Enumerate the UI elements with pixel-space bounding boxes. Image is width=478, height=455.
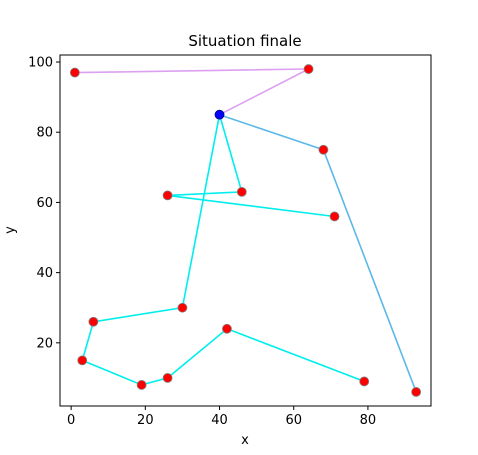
x-tick-label: 20 bbox=[137, 413, 154, 428]
x-axis: 0 20 40 60 80 bbox=[67, 406, 376, 428]
data-point-9 bbox=[88, 316, 99, 327]
x-tick-label: 0 bbox=[67, 413, 75, 428]
route-line-4 bbox=[81, 114, 365, 386]
data-point-14 bbox=[359, 376, 370, 387]
data-point-12 bbox=[162, 373, 173, 383]
x-tick-label: 60 bbox=[285, 413, 302, 428]
route-line-3 bbox=[167, 114, 335, 218]
y-axis: 20 40 60 80 100 bbox=[28, 56, 60, 351]
depot-point bbox=[214, 109, 225, 120]
data-point-13 bbox=[222, 323, 232, 334]
plot-frame bbox=[59, 54, 432, 407]
chart-title: Situation finale bbox=[188, 32, 301, 50]
data-point-4 bbox=[411, 387, 422, 397]
x-tick-label: 40 bbox=[211, 413, 228, 428]
y-tick-label: 40 bbox=[36, 266, 53, 281]
data-point-6 bbox=[162, 190, 173, 201]
data-point-8 bbox=[177, 302, 188, 313]
y-tick-label: 100 bbox=[28, 56, 53, 71]
data-point-5 bbox=[236, 186, 247, 197]
y-axis-label: y bbox=[3, 226, 18, 234]
plot-area bbox=[69, 64, 422, 397]
y-tick-label: 60 bbox=[36, 196, 53, 211]
route-line-2 bbox=[219, 113, 417, 393]
y-tick-label: 20 bbox=[36, 336, 53, 351]
data-point-3 bbox=[318, 144, 329, 155]
data-point-1 bbox=[69, 67, 80, 78]
x-axis-label: x bbox=[241, 433, 249, 448]
data-point-11 bbox=[136, 380, 147, 390]
data-point-2 bbox=[303, 64, 314, 74]
route-line-1 bbox=[74, 68, 309, 116]
x-tick-label: 80 bbox=[360, 413, 377, 428]
y-tick-label: 80 bbox=[36, 126, 53, 141]
data-point-10 bbox=[77, 355, 88, 366]
data-point-7 bbox=[329, 211, 340, 222]
